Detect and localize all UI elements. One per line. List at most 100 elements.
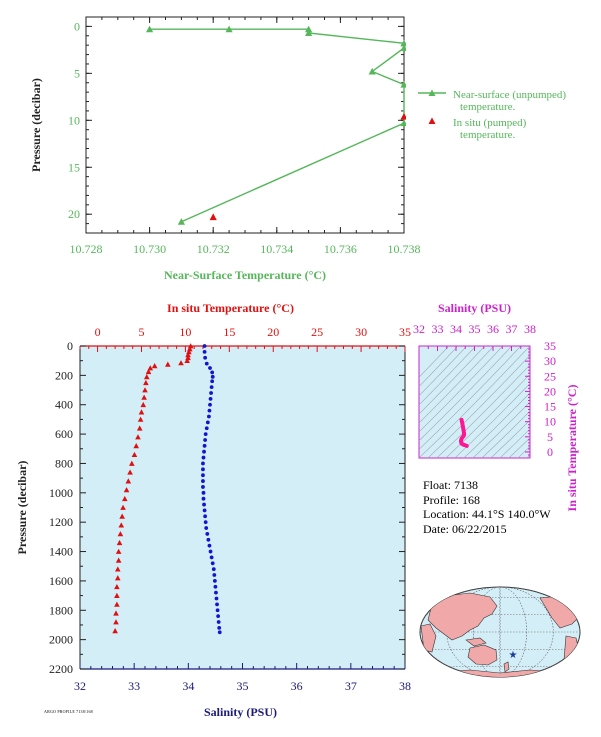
- near-surface-point: [400, 44, 406, 52]
- temperature-point: [117, 531, 124, 537]
- near-surface-legend: Near-surface (unpumped) temperature. In si…: [418, 89, 566, 141]
- density-contour-line: [419, 346, 477, 406]
- footer-stamp: ARGO PROFILE 7138/168: [44, 709, 93, 714]
- temperature-point: [165, 361, 171, 367]
- ts-salinity-tick-label: 38: [524, 322, 536, 336]
- pressure-tick-label: 1600: [49, 574, 73, 588]
- ts-temperature-tick-label: 0: [547, 445, 553, 459]
- y-axis-label: Pressure (decibar): [29, 78, 43, 172]
- pressure-tick-label: 0: [67, 339, 73, 353]
- temperature-point: [129, 460, 135, 466]
- temperature-point: [118, 522, 125, 528]
- temperature-point: [115, 557, 122, 563]
- temperature-point: [143, 374, 150, 380]
- density-contour-line: [419, 346, 486, 415]
- temperature-point: [131, 451, 138, 458]
- ts-salinity-tick-label: 35: [469, 322, 481, 336]
- density-contour-line: [419, 346, 513, 442]
- temperature-point: [178, 360, 184, 366]
- temperature-point: [151, 363, 158, 369]
- pressure-tick-label: 800: [55, 456, 73, 470]
- temperature-tick-label: 5: [138, 325, 144, 339]
- salinity-point: [203, 438, 208, 442]
- temperature-tick-label: 25: [311, 325, 323, 339]
- density-contour-line: [445, 373, 530, 458]
- profile-plot-background: [80, 346, 405, 669]
- salinity-point: [208, 549, 213, 554]
- y-tick-label: 15: [68, 160, 80, 174]
- temperature-point: [140, 401, 147, 408]
- ts-temperature-tick-label: 15: [544, 400, 556, 414]
- near-surface-chart: 10.728 10.730 10.732 10.734 10.736 10.738 0 5 10…: [29, 16, 566, 282]
- pressure-tick-label: 1200: [49, 515, 73, 529]
- temperature-axis-label: In situ Temperature (°C): [167, 301, 294, 315]
- salinity-point: [202, 449, 206, 454]
- pressure-tick-label: 2000: [49, 633, 73, 647]
- temperature-point: [136, 425, 143, 431]
- salinity-point: [205, 532, 210, 536]
- temperature-tick-label: 35: [399, 325, 411, 339]
- temperature-point: [185, 352, 191, 358]
- x-axis-label: Near-Surface Temperature (°C): [164, 268, 326, 282]
- salinity-point: [214, 596, 219, 601]
- salinity-point: [202, 502, 206, 507]
- temperature-point: [119, 513, 125, 519]
- temperature-point: [125, 478, 132, 484]
- legend-label-in-situ: In situ (pumped) temperature.: [453, 117, 527, 141]
- pressure-axis-label: Pressure (decibar): [15, 461, 29, 555]
- temperature-tick-label: 10: [179, 325, 191, 339]
- pressure-tick-label: 1400: [49, 545, 73, 559]
- salinity-axis-label: Salinity (PSU): [204, 705, 277, 719]
- temperature-point: [114, 566, 121, 572]
- pressure-tick-label: 600: [55, 427, 73, 441]
- near-surface-plot-frame: [85, 16, 405, 234]
- salinity-point: [214, 590, 218, 595]
- float-location-marker: ★: [509, 650, 518, 661]
- temperature-point: [127, 469, 133, 475]
- ts-salinity-tick-label: 33: [432, 322, 444, 336]
- y-tick-label: 10: [68, 113, 80, 127]
- salinity-point: [208, 366, 212, 370]
- temperature-point: [138, 409, 145, 415]
- salinity-point: [202, 508, 207, 513]
- salinity-point: [201, 490, 206, 495]
- salinity-point: [201, 496, 206, 501]
- x-tick-label: 10.736: [324, 242, 357, 256]
- salinity-point: [208, 396, 213, 401]
- temperature-point: [143, 379, 149, 386]
- salinity-point: [210, 370, 215, 375]
- y-tick-label: 20: [68, 207, 80, 221]
- salinity-point: [207, 414, 211, 419]
- temperature-point: [135, 434, 141, 440]
- salinity-point: [201, 455, 206, 460]
- near-surface-point: [177, 218, 185, 225]
- legend-marker-in-situ: [428, 117, 436, 124]
- salinity-point: [209, 555, 214, 560]
- map-land-indonesia: [465, 637, 487, 647]
- salinity-point: [201, 467, 205, 472]
- temperature-point: [184, 357, 190, 364]
- pressure-tick-label: 1800: [49, 603, 73, 617]
- x-tick-label: 10.730: [133, 242, 166, 256]
- density-contour-line: [508, 437, 530, 458]
- map-land-new-zealand: [503, 661, 510, 673]
- legend-marker-near-surface: [428, 89, 436, 96]
- y-tick-label: 0: [74, 19, 80, 33]
- temperature-point: [186, 349, 192, 355]
- pressure-tick-label: 400: [55, 398, 73, 412]
- salinity-tick-label: 32: [74, 679, 86, 693]
- density-contour-line: [419, 346, 495, 424]
- density-contour-line: [427, 354, 530, 458]
- salinity-point: [216, 620, 221, 624]
- salinity-point: [209, 391, 213, 395]
- near-surface-point: [305, 29, 313, 37]
- temperature-point: [187, 343, 194, 349]
- salinity-point: [204, 361, 209, 366]
- salinity-point: [215, 602, 219, 607]
- salinity-point: [212, 573, 217, 577]
- salinity-point: [210, 379, 215, 384]
- salinity-point: [202, 344, 207, 348]
- salinity-point: [216, 614, 221, 619]
